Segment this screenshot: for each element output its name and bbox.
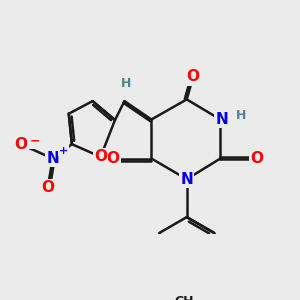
Text: H: H (236, 109, 246, 122)
Text: O: O (187, 70, 200, 85)
Text: N: N (215, 112, 228, 127)
Text: H: H (121, 77, 131, 90)
Text: N: N (46, 151, 59, 166)
Text: N: N (180, 172, 193, 187)
Text: O: O (41, 180, 54, 195)
Text: O: O (94, 149, 107, 164)
Text: CH₃: CH₃ (174, 295, 199, 300)
Text: O: O (14, 137, 27, 152)
Text: −: − (30, 135, 40, 148)
Text: +: + (59, 146, 68, 155)
Text: O: O (250, 151, 263, 166)
Text: O: O (107, 151, 120, 166)
